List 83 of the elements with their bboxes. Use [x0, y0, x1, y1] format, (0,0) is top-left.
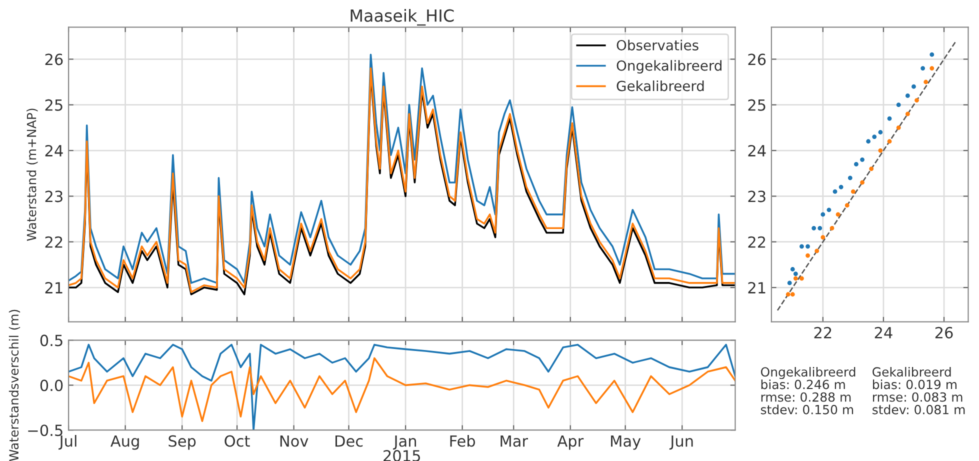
point — [860, 180, 864, 185]
point — [806, 253, 810, 258]
point — [793, 272, 798, 276]
point — [878, 130, 883, 134]
point — [793, 276, 798, 281]
point — [866, 139, 871, 144]
y-tick-label: 24 — [45, 144, 63, 156]
y-tick-label: 25 — [748, 99, 766, 111]
point — [914, 98, 919, 102]
point — [818, 226, 822, 230]
point — [830, 226, 834, 230]
x-tick-label: May — [611, 435, 641, 450]
y-tick-label: 21 — [748, 282, 766, 294]
x-tick-label: Mar — [500, 435, 528, 447]
point — [854, 162, 858, 166]
point — [806, 244, 810, 249]
y-tick-label: 0.0 — [40, 380, 63, 392]
point — [896, 102, 901, 108]
y-tick-label: 25 — [45, 99, 62, 111]
point — [872, 134, 877, 140]
y-tick-label: 0.5 — [40, 334, 62, 346]
point — [912, 84, 916, 89]
y-tick-label: 23 — [748, 190, 766, 202]
point — [869, 166, 874, 171]
point — [930, 66, 934, 70]
y-tick-label: 23 — [45, 190, 62, 202]
point — [930, 52, 934, 57]
y-tick-label: 26 — [748, 54, 766, 66]
point — [832, 189, 838, 194]
point — [905, 112, 910, 116]
point — [790, 267, 795, 272]
x-tick-label: Jun — [669, 435, 693, 450]
y-tick-label: 24 — [748, 144, 766, 156]
point — [820, 235, 826, 240]
point — [820, 212, 826, 217]
x-tick-label: Feb — [450, 434, 476, 447]
y-tick-label: 26 — [45, 54, 63, 66]
text: Gekalibreerd bias: 0.019 m rmse: 0.083 m stdev: 0.081 m — [872, 366, 965, 414]
x-tick-label: 26 — [935, 326, 953, 338]
x-tick-label: 24 — [874, 326, 892, 338]
x-tick-label: Sep — [168, 435, 196, 450]
point — [800, 244, 804, 249]
point — [812, 226, 816, 230]
point — [887, 139, 892, 144]
point — [896, 125, 901, 130]
point — [800, 276, 804, 281]
point — [848, 176, 852, 180]
x-tick-label: Nov — [280, 435, 308, 447]
x-tick-label: Oct — [224, 435, 250, 447]
y-tick-label: 22 — [748, 236, 766, 248]
x-tick-label: Apr — [557, 435, 584, 450]
point — [850, 189, 856, 194]
x-tick-label: Jan — [392, 435, 416, 450]
text: Ongekalibreerd bias: 0.246 m rmse: 0.288 m stdev: 0.150 m — [760, 366, 856, 414]
y-axis-title: Waterstand (m+NAP) — [26, 108, 38, 241]
point — [814, 248, 820, 254]
point — [924, 80, 928, 84]
x-tick-label: Dec — [335, 435, 363, 447]
point — [860, 157, 864, 162]
line-series — [68, 344, 736, 430]
legend-label: Ongekalibreerd — [616, 60, 722, 74]
x-tick-label: Aug — [110, 435, 139, 450]
point — [790, 292, 795, 297]
y-tick-label: −0.5 — [28, 424, 62, 436]
line-series — [68, 357, 736, 422]
legend-label: Gekalibreerd — [616, 80, 704, 92]
point — [878, 148, 883, 153]
x-tick-label: Jul — [58, 434, 76, 450]
point — [844, 203, 850, 208]
point — [887, 116, 892, 121]
y-tick-label: 21 — [45, 282, 62, 294]
point — [786, 292, 790, 297]
legend-label: Observaties — [616, 40, 698, 50]
point — [836, 212, 840, 217]
point — [920, 66, 926, 70]
chart-title: Maaseik_HIC — [350, 8, 454, 26]
y-axis-title: Waterstandsverschil (m) — [8, 310, 20, 461]
point — [905, 94, 910, 98]
point — [826, 208, 832, 212]
x-tick-label: 22 — [814, 326, 832, 338]
point — [787, 280, 792, 286]
point — [838, 184, 844, 190]
y-tick-label: 22 — [45, 236, 62, 248]
